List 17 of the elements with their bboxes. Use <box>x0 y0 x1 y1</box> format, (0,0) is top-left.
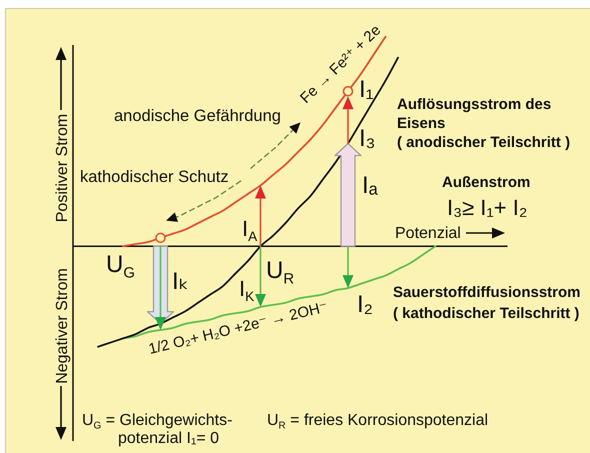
annotation: Auflösungsstrom des Eisens <box>397 96 552 132</box>
annotation: kathodischer Schutz <box>80 168 229 186</box>
annotation: anodische Gefährdung <box>114 107 281 125</box>
x-axis-title: Potenzial <box>395 225 461 242</box>
text: potenzial I₁= 0 <box>118 430 220 447</box>
text: Negativer Strom <box>54 268 71 384</box>
annotation: ( kathodischer Teilschritt ) <box>393 305 580 322</box>
annotation: I₁ <box>359 76 374 103</box>
annotation: I₃ <box>359 125 376 152</box>
y-axis-title: Positiver Strom <box>54 114 71 222</box>
annotation: Iₖ <box>172 268 189 295</box>
text: Außenstrom <box>442 174 530 191</box>
text: I₃≥ I₁+ I₂ <box>447 195 528 220</box>
annotation: Iₐ <box>362 172 379 199</box>
annotation: I₂ <box>357 291 373 318</box>
annotation: ( anodischer Teilschritt ) <box>397 134 570 151</box>
annotation: Sauerstoffdiffusionsstrom <box>393 284 581 301</box>
